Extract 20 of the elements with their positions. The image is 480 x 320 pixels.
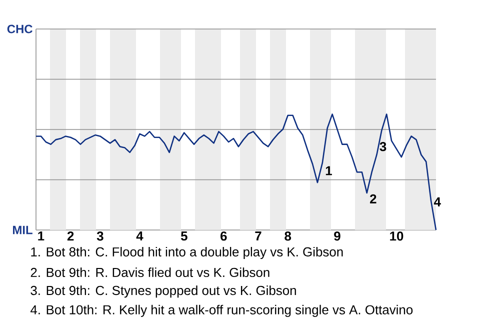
x-tick-label: 7 xyxy=(255,232,262,240)
x-tick-label: 6 xyxy=(220,232,227,241)
annotation: 1 xyxy=(326,166,332,176)
text: CHC xyxy=(7,24,32,34)
x-tick-label: 10 xyxy=(390,232,404,241)
annotation: 4 xyxy=(434,197,441,206)
x-tick-label: 2 xyxy=(67,232,74,241)
text: 4. Bot 10th: R. Kelly hit a walk-off run-scoring single vs A. Ottavino xyxy=(30,304,413,317)
x-tick-label: 1 xyxy=(38,232,44,240)
x-tick-label: 4 xyxy=(136,232,144,240)
x-tick-label: 5 xyxy=(180,232,188,241)
x-tick-label: 3 xyxy=(96,232,104,241)
annotation: 2 xyxy=(370,194,376,204)
text: 1. Bot 8th: C. Flood hit into a double play vs K. Gibson xyxy=(31,246,343,260)
annotation: 3 xyxy=(380,142,386,152)
text: MIL xyxy=(13,226,32,234)
text: 2. Bot 9th: R. Davis flied out vs K. Gibson xyxy=(30,268,270,278)
x-tick-label: 8 xyxy=(284,232,292,241)
x-tick-label: 9 xyxy=(334,232,340,241)
text: 3. Bot 9th: C. Stynes popped out vs K. Gibson xyxy=(30,286,296,298)
